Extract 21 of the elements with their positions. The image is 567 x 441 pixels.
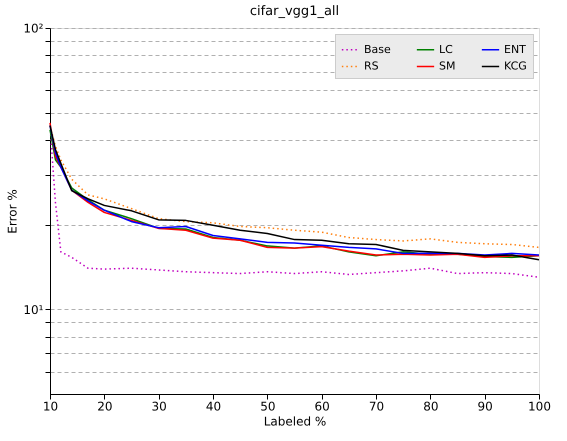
y-axis-title: Error % [5, 189, 20, 234]
x-tick-label: 20 [97, 400, 112, 414]
legend-label: RS [364, 60, 379, 72]
legend-label: SM [439, 60, 456, 72]
chart-title: cifar_vgg1_all [250, 4, 340, 19]
x-tick-label: 100 [528, 400, 551, 414]
x-tick-label: 90 [478, 400, 493, 414]
legend-label: ENT [504, 42, 526, 56]
legend-label: KCG [504, 60, 527, 72]
x-tick-label: 10 [42, 400, 58, 414]
legend-label: LC [439, 42, 454, 56]
x-tick-label: 40 [206, 400, 222, 414]
x-tick-label: 30 [152, 400, 167, 414]
x-tick-label: 50 [260, 400, 276, 414]
x-tick-label: 70 [368, 400, 384, 414]
y-tick-label: 10² [23, 22, 44, 36]
x-tick-label: 60 [314, 400, 330, 414]
y-tick-label: 10¹ [23, 302, 44, 317]
legend-label: Base [364, 42, 392, 56]
x-axis-title: Labeled % [264, 414, 326, 428]
x-tick-label: 80 [423, 400, 438, 414]
